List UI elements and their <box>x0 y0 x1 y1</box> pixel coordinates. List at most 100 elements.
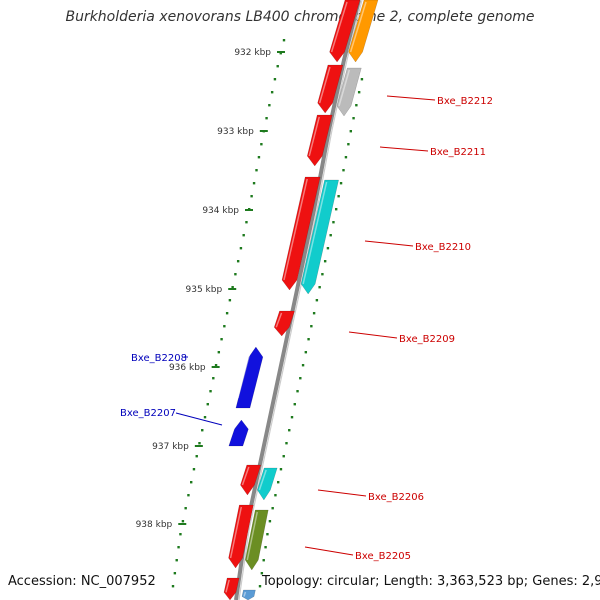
tick-dot <box>245 221 248 224</box>
tick-dot <box>329 234 332 237</box>
gene-arrow-bxe-b2208 <box>235 346 264 409</box>
gene-highlight <box>237 348 252 399</box>
gene-arrow-bottom <box>223 577 240 600</box>
accession-text: Accession: NC_007952 <box>8 574 156 589</box>
gene-label-bxe-b2208: Bxe_B2208 <box>131 353 188 364</box>
tick-dot <box>312 312 316 315</box>
tick-dot <box>355 104 358 107</box>
tick-dot <box>212 377 215 380</box>
tick-dot <box>301 364 305 367</box>
gene-highlight <box>330 1 348 53</box>
tick-dot <box>342 169 345 172</box>
leader-line <box>364 240 414 247</box>
tick-dot <box>260 143 263 146</box>
tick-dot <box>236 260 240 263</box>
tick-dot <box>171 585 175 588</box>
gene-highlight <box>318 66 331 104</box>
tick-dot <box>357 91 361 94</box>
tick-dot <box>242 234 245 237</box>
gene-body <box>228 419 249 447</box>
tick-dot <box>273 78 277 81</box>
tick-dot <box>209 390 212 393</box>
tick-dot <box>315 299 319 302</box>
ruler-label-935-kbp: 935 kbp <box>186 285 223 295</box>
gene-label-text: Bxe_B2207 <box>120 408 176 419</box>
gene-body <box>336 67 362 117</box>
tick-dot <box>282 455 285 458</box>
leader-line <box>348 331 398 339</box>
tick-dot <box>321 273 324 276</box>
tick-dot <box>203 416 207 419</box>
tick-dot <box>352 117 355 120</box>
gene-highlight <box>283 178 308 281</box>
tick-dot <box>347 143 350 146</box>
tick-dot <box>279 468 283 471</box>
tick-dot <box>264 546 267 549</box>
leader-line <box>304 546 354 556</box>
tick-dot <box>260 572 264 575</box>
ruler-label-937-kbp: 937 kbp <box>152 442 189 452</box>
ruler-label-936-kbp: 936 kbp <box>169 363 206 373</box>
gene-arrow-bxe-b2210 <box>281 176 321 291</box>
gene-highlight <box>308 116 320 157</box>
gene-label-bxe-b2209: Bxe_B2209 <box>348 331 455 345</box>
tick-dot <box>258 585 262 588</box>
tick-dot <box>231 286 234 289</box>
gene-highlight <box>230 421 238 438</box>
gene-body <box>223 577 240 600</box>
gene-label-text: Bxe_B2208 <box>131 353 187 364</box>
tick-dot <box>214 364 218 367</box>
gene-arrow-bxe-b2211 <box>306 114 333 167</box>
gene-arrow-top <box>329 0 361 63</box>
gene-highlight <box>349 1 367 53</box>
ruler-label-938-kbp: 938 kbp <box>136 520 173 530</box>
feature-cyan <box>300 179 339 295</box>
tick-dot <box>282 39 286 42</box>
tick-dot <box>190 481 193 484</box>
gene-arrow-bxe-b2207 <box>228 419 249 447</box>
tick-dot <box>334 208 338 211</box>
tick-dot <box>274 494 277 497</box>
ruler-label-932-kbp: 932 kbp <box>234 48 271 58</box>
gene-arrow-bxe-b2206 <box>240 464 262 496</box>
gene-highlight <box>243 591 247 597</box>
gene-body <box>317 64 344 114</box>
tick-dot <box>268 520 272 523</box>
gene-label-bxe-b2210: Bxe_B2210 <box>364 240 471 253</box>
gene-label-bxe-b2207: Bxe_B2207 <box>120 408 223 426</box>
tick-dot <box>299 377 302 380</box>
gene-body <box>257 467 278 501</box>
tick-dot <box>175 559 178 562</box>
tick-dot <box>217 351 221 354</box>
tick-track-right <box>258 78 364 588</box>
leader-line <box>379 146 429 152</box>
map-title: Burkholderia xenovorans LB400 chromosome… <box>65 9 535 25</box>
ruler-label-933-kbp: 933 kbp <box>217 127 254 137</box>
leader-line <box>386 95 436 101</box>
gene-arrow-bxe-b2212 <box>317 64 344 114</box>
leader-line <box>175 412 223 426</box>
tick-dot <box>187 494 190 497</box>
tick-dot <box>228 299 232 302</box>
tick-dot <box>290 416 294 419</box>
tick-dot <box>265 117 268 120</box>
tick-dot <box>296 390 299 393</box>
tick-dot <box>279 52 282 55</box>
tick-dot <box>318 286 321 289</box>
tick-dot <box>339 182 343 185</box>
gene-label-bxe-b2211: Bxe_B2211 <box>379 146 486 158</box>
gene-arrow-bxe-b2209 <box>273 310 295 337</box>
gene-label-text: Bxe_B2206 <box>368 492 424 503</box>
feature-olive <box>245 509 269 571</box>
gene-highlight <box>241 466 250 486</box>
gene-body <box>273 310 295 337</box>
tick-dot <box>288 429 291 432</box>
tick-dot <box>276 65 279 68</box>
tick-dot <box>250 195 253 198</box>
tick-dot <box>198 442 201 445</box>
tick-dot <box>326 247 330 250</box>
tick-dot <box>220 338 223 341</box>
backbone-line <box>234 0 361 600</box>
tick-dot <box>239 247 243 250</box>
